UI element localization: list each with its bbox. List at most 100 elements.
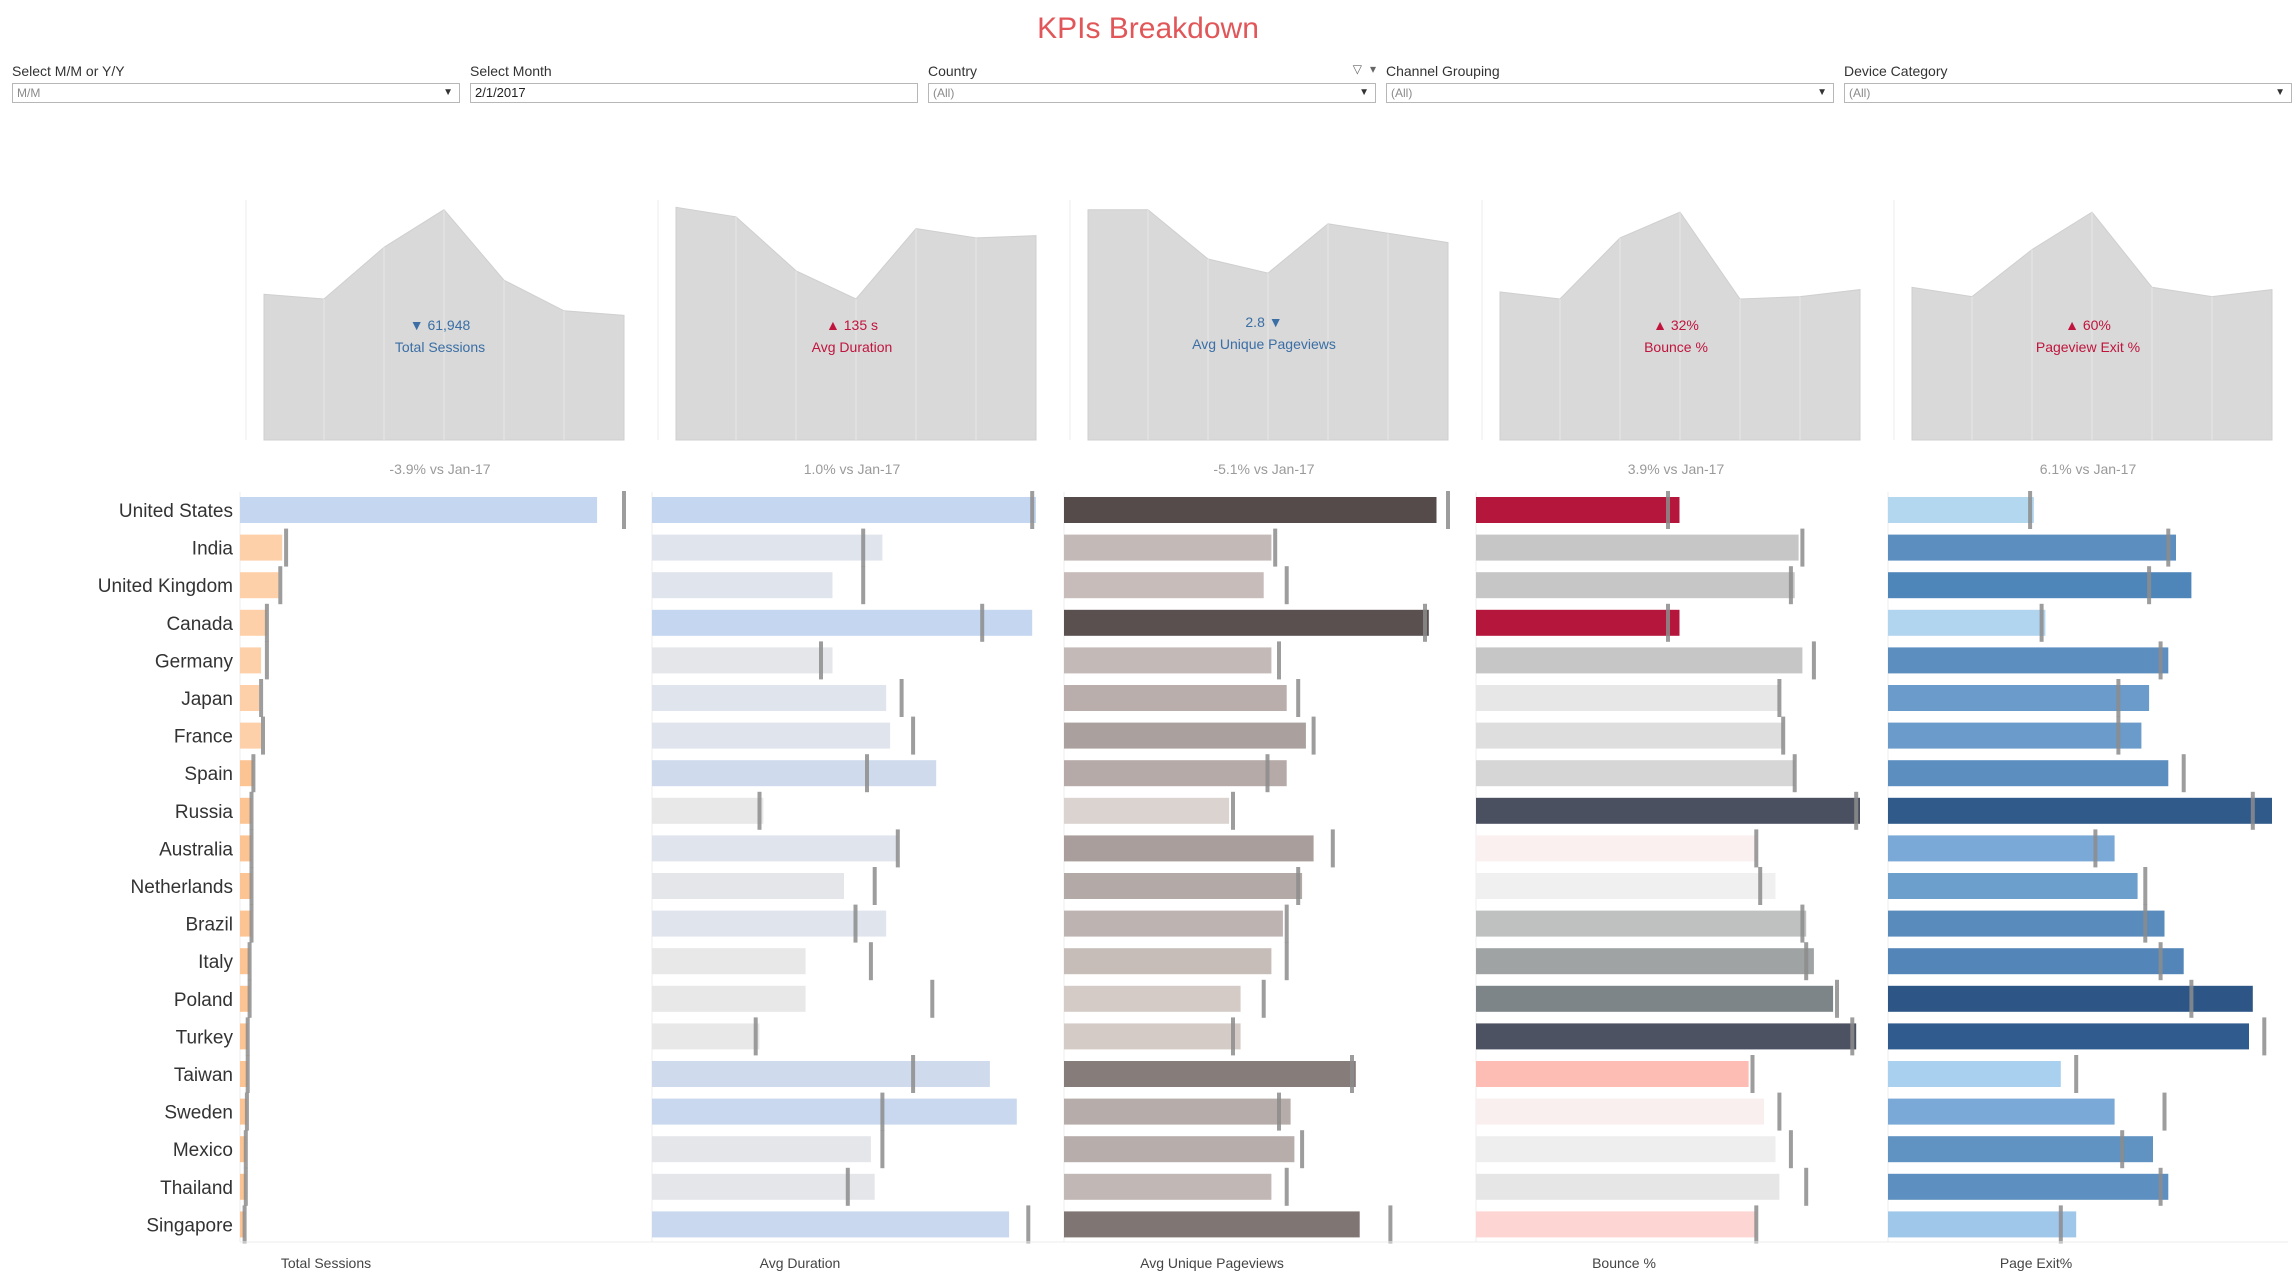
target-marker: [2162, 1092, 2167, 1131]
dropdown-value: M/M: [17, 86, 41, 100]
target-marker: [1777, 679, 1782, 717]
filter-compare-mode[interactable]: Select M/M or Y/Y M/M ▼: [12, 62, 460, 103]
target-marker: [249, 791, 254, 830]
channel-dropdown[interactable]: (All) ▼: [1386, 83, 1834, 103]
country-label: Singapore: [146, 1215, 233, 1236]
bar: [240, 1136, 246, 1163]
target-marker: [1854, 791, 1859, 830]
filter-country[interactable]: Country ▽ ▾ (All) ▼: [928, 62, 1376, 103]
bar: [652, 1061, 990, 1087]
country-dropdown[interactable]: (All) ▼: [928, 83, 1376, 103]
bar: [1476, 797, 1860, 824]
filter-month[interactable]: Select Month 2/1/2017: [470, 62, 918, 103]
target-marker: [264, 641, 269, 680]
bar: [652, 797, 764, 824]
chevron-down-icon[interactable]: ▼: [443, 87, 453, 98]
kpi-label: Total Sessions: [395, 339, 485, 355]
chevron-down-icon[interactable]: ▼: [2275, 87, 2285, 98]
bar: [1476, 910, 1807, 937]
bar: [1476, 1023, 1857, 1050]
target-marker: [2250, 791, 2255, 830]
bar: [652, 985, 806, 1012]
target-marker: [1350, 1055, 1354, 1093]
bar: [1476, 835, 1757, 862]
filter-icon[interactable]: ▽: [1352, 62, 1362, 76]
target-marker: [1284, 904, 1289, 943]
chevron-down-icon[interactable]: ▼: [1359, 87, 1369, 98]
target-marker: [2093, 829, 2098, 868]
bar: [1064, 1173, 1272, 1200]
target-marker: [2262, 1017, 2267, 1056]
bar: [1476, 1136, 1776, 1163]
filter-device[interactable]: Device Category (All) ▼: [1844, 62, 2292, 103]
bar: [1064, 1023, 1241, 1050]
target-marker: [1284, 1167, 1289, 1206]
device-dropdown[interactable]: (All) ▼: [1844, 83, 2292, 103]
target-marker: [249, 829, 254, 868]
compare-mode-dropdown[interactable]: M/M ▼: [12, 83, 460, 103]
kpi-comparison: -5.1% vs Jan-17: [1213, 461, 1314, 477]
target-marker: [2116, 716, 2121, 755]
target-marker: [911, 1055, 916, 1093]
bar: [1888, 873, 2138, 899]
bar: [1476, 1173, 1780, 1200]
axis-label: Page Exit%: [2000, 1255, 2072, 1271]
bar: [240, 1098, 247, 1125]
target-marker: [753, 1017, 758, 1056]
bar: [240, 1023, 248, 1050]
country-label: United States: [119, 501, 233, 522]
bar: [1476, 685, 1780, 711]
bar: [240, 722, 262, 749]
bar: [1064, 1098, 1291, 1125]
bar: [1476, 760, 1795, 787]
bar: [1888, 722, 2142, 749]
bar: [1888, 1061, 2061, 1087]
target-marker: [264, 603, 269, 642]
filter-label: Select M/M or Y/Y: [12, 63, 125, 79]
bar: [1064, 985, 1241, 1012]
menu-chevron-icon[interactable]: ▾: [1369, 62, 1376, 76]
target-marker: [2143, 867, 2148, 905]
target-marker: [1800, 904, 1805, 943]
bar: [1064, 534, 1272, 561]
target-marker: [980, 603, 985, 642]
bar: [1064, 1061, 1356, 1087]
bar: [1476, 985, 1834, 1012]
input-value: 2/1/2017: [475, 85, 526, 100]
filter-channel[interactable]: Channel Grouping (All) ▼: [1386, 62, 1834, 103]
filter-label: Country: [928, 63, 978, 79]
bar: [1888, 1023, 2249, 1050]
bar: [240, 497, 598, 523]
bar: [1888, 948, 2184, 975]
bar: [1888, 1173, 2169, 1200]
country-label: Netherlands: [131, 877, 233, 898]
month-input[interactable]: 2/1/2017: [470, 83, 918, 103]
bar: [240, 534, 283, 561]
target-marker: [1231, 791, 1235, 830]
target-marker: [845, 1167, 850, 1206]
bar: [240, 797, 252, 824]
target-marker: [278, 566, 283, 605]
target-marker: [242, 1205, 247, 1244]
chevron-down-icon[interactable]: ▼: [1817, 87, 1827, 98]
target-marker: [2166, 528, 2171, 567]
target-marker: [2116, 679, 2121, 717]
target-marker: [1781, 716, 1786, 755]
bar: [1064, 948, 1272, 975]
bar: [1888, 685, 2150, 711]
bar: [652, 722, 891, 749]
bar: [1888, 1136, 2153, 1163]
target-marker: [1261, 979, 1266, 1018]
kpi-value: ▲ 32%: [1653, 317, 1699, 333]
kpi-label: Avg Duration: [812, 339, 893, 355]
target-marker: [1284, 566, 1289, 605]
country-label: United Kingdom: [98, 576, 233, 597]
target-marker: [1273, 528, 1278, 567]
target-marker: [1277, 641, 1281, 680]
bar: [240, 609, 267, 636]
target-marker: [2158, 942, 2163, 981]
target-marker: [1804, 942, 1809, 981]
target-marker: [1330, 829, 1335, 868]
bar: [1888, 835, 2115, 862]
country-label: France: [174, 727, 233, 748]
